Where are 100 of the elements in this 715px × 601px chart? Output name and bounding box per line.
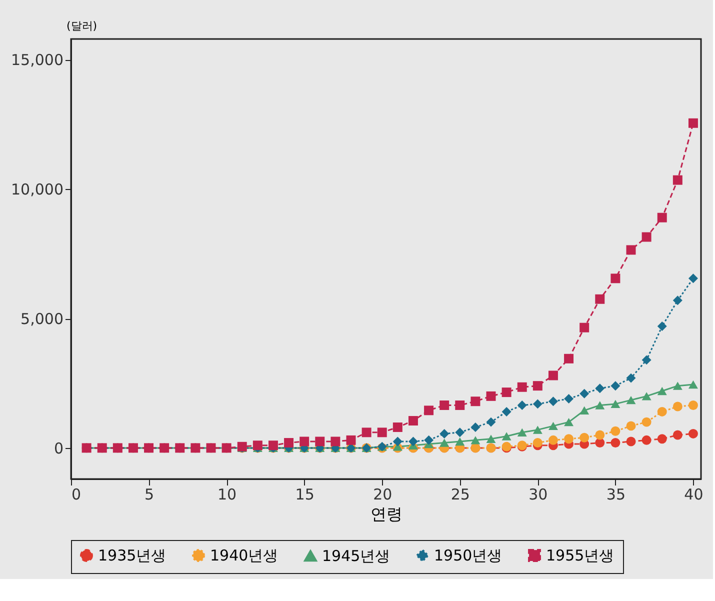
point (532, 426, 542, 434)
point (626, 373, 636, 383)
point (672, 175, 682, 185)
point (455, 400, 465, 410)
y-tick-label: 0 (54, 439, 64, 458)
point (626, 245, 636, 255)
point (595, 430, 605, 440)
point (672, 402, 682, 412)
x-tick-label: 20 (373, 486, 392, 504)
point (455, 437, 465, 446)
point (688, 400, 698, 410)
point (688, 428, 698, 438)
legend-label: 1935년생 (98, 546, 166, 565)
point (424, 435, 434, 445)
point (486, 391, 496, 401)
point (610, 274, 620, 284)
point (642, 355, 652, 365)
point (580, 432, 590, 442)
point (284, 438, 294, 448)
point (626, 436, 636, 446)
point (580, 406, 590, 415)
x-tick-label: 10 (218, 486, 237, 504)
point (486, 417, 496, 427)
point (580, 388, 590, 398)
point (626, 421, 636, 431)
point (502, 388, 512, 398)
point (657, 406, 667, 416)
point (455, 428, 465, 438)
point (502, 406, 512, 416)
point (672, 382, 682, 390)
point (548, 396, 558, 406)
point (517, 400, 527, 410)
point (486, 434, 496, 443)
point (657, 434, 667, 444)
x-tick-label: 5 (144, 486, 154, 504)
point (642, 232, 652, 242)
point (672, 296, 682, 306)
point (642, 435, 652, 445)
point (657, 322, 667, 332)
point (610, 400, 620, 408)
point (642, 392, 652, 400)
point (657, 212, 667, 222)
y-tick-label: 15,000 (11, 51, 64, 70)
point (377, 428, 387, 438)
point (440, 428, 450, 438)
point (610, 381, 620, 391)
point (564, 434, 574, 444)
point (408, 416, 418, 426)
y-tick-label: 10,000 (11, 180, 64, 199)
point (688, 380, 698, 389)
point (517, 428, 527, 437)
point (657, 386, 667, 396)
point (440, 438, 450, 447)
x-tick-label: 25 (450, 486, 470, 504)
point (626, 396, 636, 404)
legend-label: 1940년생 (210, 546, 278, 565)
point (392, 436, 402, 446)
point (548, 370, 558, 380)
point (362, 428, 372, 438)
point (595, 294, 605, 304)
x-tick-label: 30 (528, 486, 548, 504)
point (564, 394, 574, 404)
point (688, 274, 698, 284)
point (532, 438, 542, 448)
point (688, 118, 698, 128)
y-axis-title: (달러) (66, 20, 98, 32)
x-tick-label: 15 (295, 486, 314, 504)
point (580, 322, 590, 332)
legend-label: 1955년생 (546, 546, 614, 565)
point (517, 382, 527, 392)
point (440, 400, 450, 410)
point (548, 435, 558, 445)
point (252, 440, 262, 450)
point (595, 438, 605, 448)
point (268, 440, 278, 450)
point (532, 399, 542, 409)
point (470, 422, 480, 432)
point (610, 426, 620, 436)
point (642, 417, 652, 427)
point (300, 436, 310, 446)
y-tick-label: 5,000 (20, 310, 64, 328)
x-tick-label: 35 (606, 486, 626, 504)
point (564, 418, 574, 426)
point (564, 354, 574, 364)
legend-label: 1950년생 (434, 546, 502, 565)
point (470, 396, 480, 406)
x-tick-label: 40 (684, 486, 704, 504)
point (502, 432, 512, 440)
point (392, 422, 402, 432)
point (408, 436, 418, 446)
point (346, 435, 356, 445)
x-axis-title: 연령 (370, 504, 402, 524)
legend-label: 1945년생 (322, 546, 390, 565)
point (470, 436, 480, 444)
point (330, 436, 340, 446)
point (548, 422, 558, 430)
point (424, 406, 434, 416)
point (595, 401, 605, 410)
point (595, 384, 605, 394)
x-tick-label: 0 (72, 486, 82, 504)
